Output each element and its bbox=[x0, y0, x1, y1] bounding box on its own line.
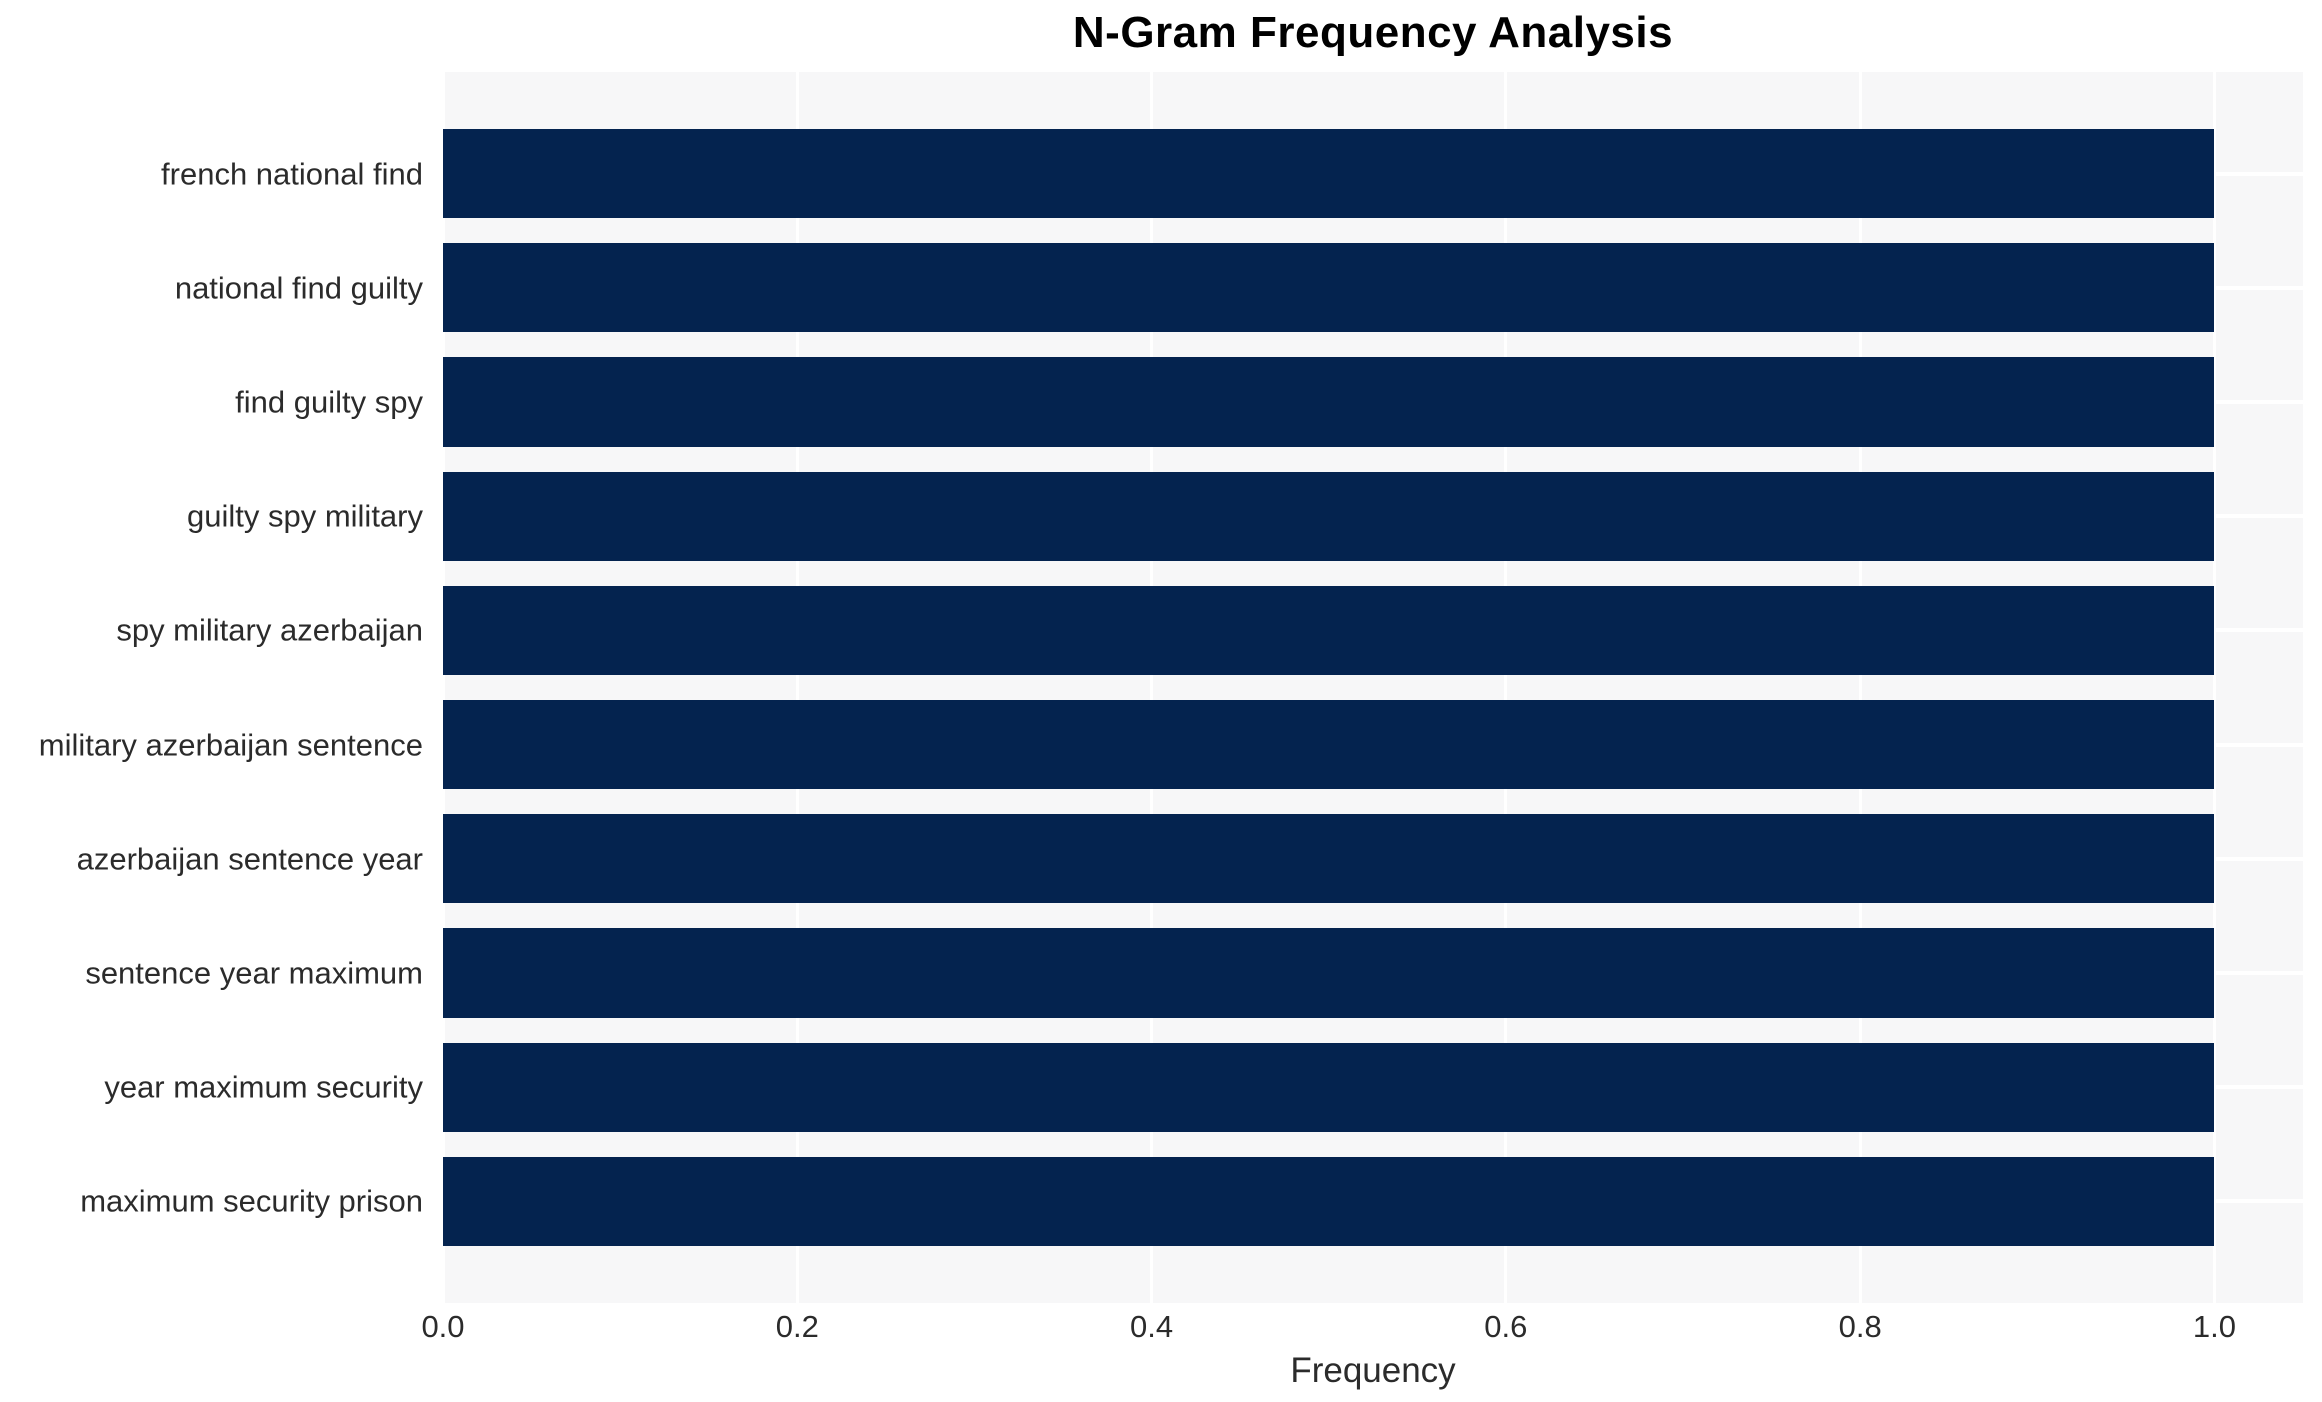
y-tick-label: guilty spy military bbox=[187, 498, 423, 534]
chart-title: N-Gram Frequency Analysis bbox=[1072, 8, 1674, 57]
gridline-v bbox=[1150, 72, 1154, 1303]
x-tick-label: 0.8 bbox=[1838, 1309, 1882, 1344]
bar bbox=[443, 1042, 2215, 1132]
y-tick-label: military azerbaijan sentence bbox=[38, 727, 423, 763]
gridline-v bbox=[441, 72, 445, 1303]
y-tick-label: spy military azerbaijan bbox=[116, 612, 423, 648]
y-axis-labels: french national find national find guilty… bbox=[0, 72, 433, 1303]
bar bbox=[443, 129, 2215, 219]
bar bbox=[443, 700, 2215, 790]
x-tick-label: 1.0 bbox=[2192, 1309, 2236, 1344]
bar bbox=[443, 1156, 2215, 1246]
y-tick-label: sentence year maximum bbox=[85, 955, 423, 991]
bar bbox=[443, 243, 2215, 333]
x-tick-label: 0.4 bbox=[1130, 1309, 1174, 1344]
y-tick-label: azerbaijan sentence year bbox=[76, 841, 423, 877]
y-tick-label: national find guilty bbox=[174, 270, 423, 306]
bar bbox=[443, 585, 2215, 675]
x-tick-label: 0.0 bbox=[421, 1309, 465, 1344]
bar bbox=[443, 357, 2215, 447]
plot-area bbox=[441, 72, 2303, 1303]
gridline-v bbox=[1858, 72, 1862, 1303]
x-tick-label: 0.2 bbox=[775, 1309, 819, 1344]
bar bbox=[443, 928, 2215, 1018]
x-tick-label: 0.6 bbox=[1484, 1309, 1528, 1344]
bar bbox=[443, 471, 2215, 561]
y-tick-label: french national find bbox=[161, 156, 423, 192]
gridline-v bbox=[2212, 72, 2216, 1303]
y-tick-label: maximum security prison bbox=[80, 1183, 423, 1219]
gridline-v bbox=[1504, 72, 1508, 1303]
y-tick-label: find guilty spy bbox=[235, 384, 423, 420]
x-axis-label: Frequency bbox=[1290, 1351, 1456, 1390]
x-axis-ticks: 0.0 0.2 0.4 0.6 0.8 1.0 bbox=[421, 1309, 2303, 1351]
y-tick-label: year maximum security bbox=[104, 1069, 423, 1105]
bar bbox=[443, 814, 2215, 904]
gridline-v bbox=[795, 72, 799, 1303]
